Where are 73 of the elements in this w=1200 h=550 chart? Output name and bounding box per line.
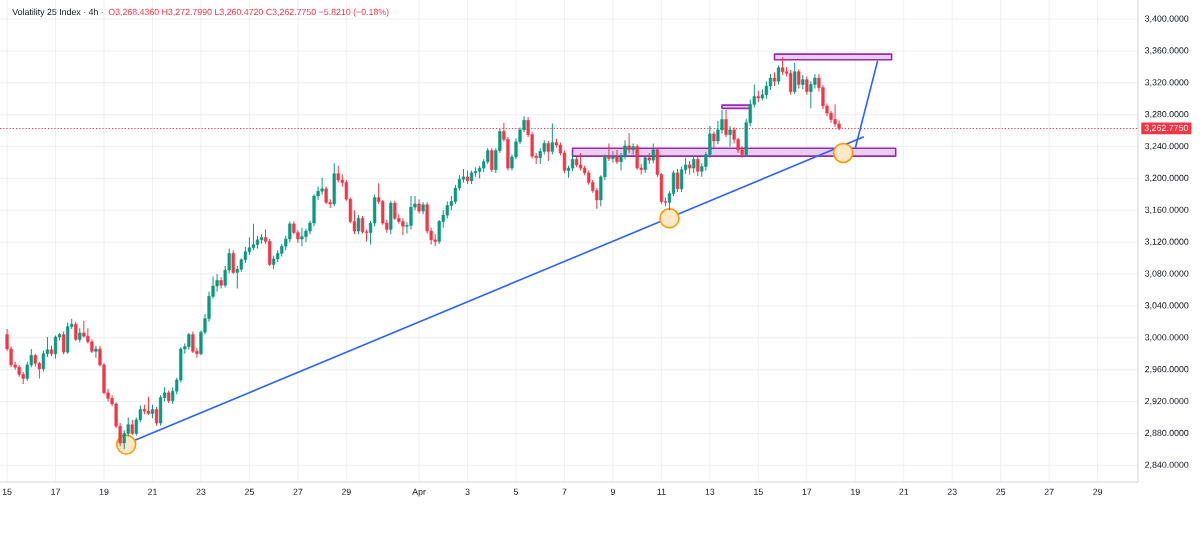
x-tick-label: 9 — [610, 488, 615, 495]
candlestick — [797, 68, 801, 89]
candlestick — [675, 168, 680, 193]
candlestick — [728, 125, 732, 148]
x-tick-label: 23 — [196, 488, 206, 495]
y-tick-label: 3,080.0000 — [1145, 270, 1189, 278]
y-tick-label: 2,920.0000 — [1145, 397, 1189, 406]
candlestick — [490, 147, 494, 173]
candlestick — [409, 195, 413, 230]
x-tick-label: Apr — [412, 488, 426, 497]
y-tick-label: 3,000.0000 — [1145, 334, 1189, 342]
candlestick — [393, 200, 397, 221]
x-tick-label: 11 — [657, 488, 666, 495]
y-tick-label: 3,360.0000 — [1145, 47, 1189, 55]
candlestick — [94, 345, 98, 359]
y-tick-label: 2,840.0000 — [1145, 461, 1189, 469]
candlestick — [631, 142, 635, 156]
x-tick-label: 19 — [99, 488, 109, 495]
candlestick — [300, 227, 304, 247]
candlestick — [793, 62, 797, 95]
x-tick-label: 27 — [293, 488, 303, 495]
x-tick-label: 7 — [562, 488, 567, 495]
candlestick — [41, 350, 46, 372]
x-tick-label: 29 — [341, 488, 351, 495]
y-tick-label: 3,280.0000 — [1145, 111, 1189, 119]
candlestick — [696, 156, 700, 177]
x-tick-label: 23 — [947, 488, 957, 495]
x-tick-label: 27 — [1044, 488, 1054, 495]
candlestick — [805, 75, 809, 96]
y-tick-label: 3,320.0000 — [1145, 79, 1189, 87]
candlestick — [267, 238, 272, 267]
x-tick-label: 25 — [996, 488, 1006, 495]
y-tick-label: 3,160.0000 — [1145, 206, 1189, 214]
y-tick-label: 2,880.0000 — [1145, 429, 1189, 438]
candlestick — [288, 220, 292, 243]
candlestick — [231, 249, 235, 275]
candlestick — [219, 276, 223, 289]
candlestick — [607, 142, 611, 162]
candlestick — [651, 142, 655, 164]
x-tick-label: 13 — [705, 488, 715, 495]
candlestick — [550, 122, 554, 156]
x-tick-label: 3 — [465, 488, 470, 495]
candlestick — [146, 396, 151, 416]
candlestick — [635, 143, 639, 171]
ref-line-label: 3,262.7750 — [1144, 124, 1188, 133]
x-tick-label: 17 — [51, 488, 60, 495]
x-tick-label: 5 — [513, 488, 519, 495]
candlestick — [789, 69, 793, 96]
y-tick-label: 3,400.0000 — [1145, 15, 1189, 23]
text: Volatility 25 Index · 4h · — [12, 8, 103, 17]
candlestick — [615, 149, 619, 165]
text: O3,268.4360 H3,272.7990 L3,260.4720 C3,262.7750 −5.8210 (−0.18%) — [108, 8, 389, 17]
y-tick-label: 3,120.0000 — [1145, 238, 1189, 246]
y-tick-label: 3,240.0000 — [1145, 142, 1189, 151]
y-tick-label: 3,040.0000 — [1145, 302, 1189, 310]
y-tick-label: 3,200.0000 — [1145, 174, 1189, 183]
x-tick-label: 15 — [2, 488, 12, 495]
x-tick-label: 21 — [899, 488, 909, 495]
x-tick-label: 21 — [148, 488, 157, 495]
candlestick — [546, 140, 550, 162]
x-tick-label: 19 — [851, 488, 860, 495]
x-tick-label: 29 — [1093, 488, 1103, 495]
candlestick — [712, 130, 716, 149]
x-tick-label: 17 — [802, 488, 812, 495]
candlestick — [627, 132, 631, 154]
candlestick — [611, 150, 615, 164]
candlestick — [74, 321, 78, 342]
candlestick — [401, 217, 405, 236]
candlestick — [191, 330, 195, 354]
candlestick — [724, 109, 728, 138]
y-tick-label: 2,960.0000 — [1145, 366, 1189, 374]
x-tick-label: 15 — [754, 488, 763, 495]
x-tick-label: 25 — [244, 488, 254, 495]
